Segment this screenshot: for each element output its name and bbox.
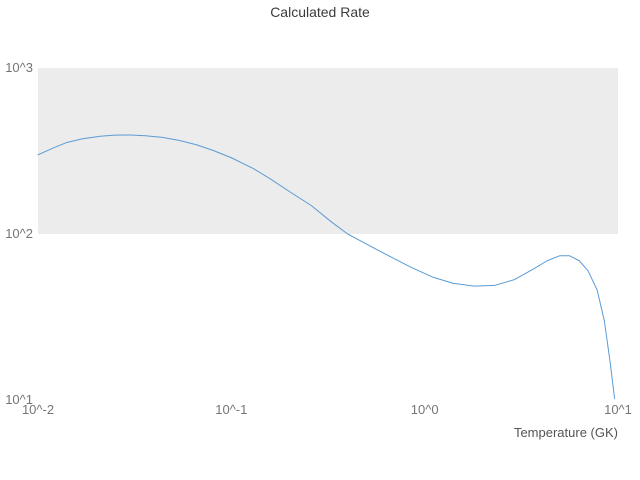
x-tick-label: 10^1 (604, 402, 632, 417)
y-axis-tick-labels: 10^1 10^2 10^3 (5, 60, 33, 407)
band-layer (38, 68, 618, 234)
band-region (38, 68, 618, 234)
rate-line (37, 134, 616, 400)
series-layer (37, 134, 616, 400)
x-tick-label: 10^0 (411, 402, 439, 417)
y-tick-label: 10^1 (5, 392, 33, 407)
x-axis-tick-labels: 10^-2 10^-1 10^0 10^1 (22, 402, 632, 417)
y-tick-label: 10^3 (5, 60, 33, 75)
chart-title: Calculated Rate (270, 4, 370, 20)
y-tick-label: 10^2 (5, 226, 33, 241)
x-tick-label: 10^-1 (215, 402, 247, 417)
x-axis-title: Temperature (GK) (513, 425, 618, 440)
x-tick-label: 10^-2 (22, 402, 54, 417)
